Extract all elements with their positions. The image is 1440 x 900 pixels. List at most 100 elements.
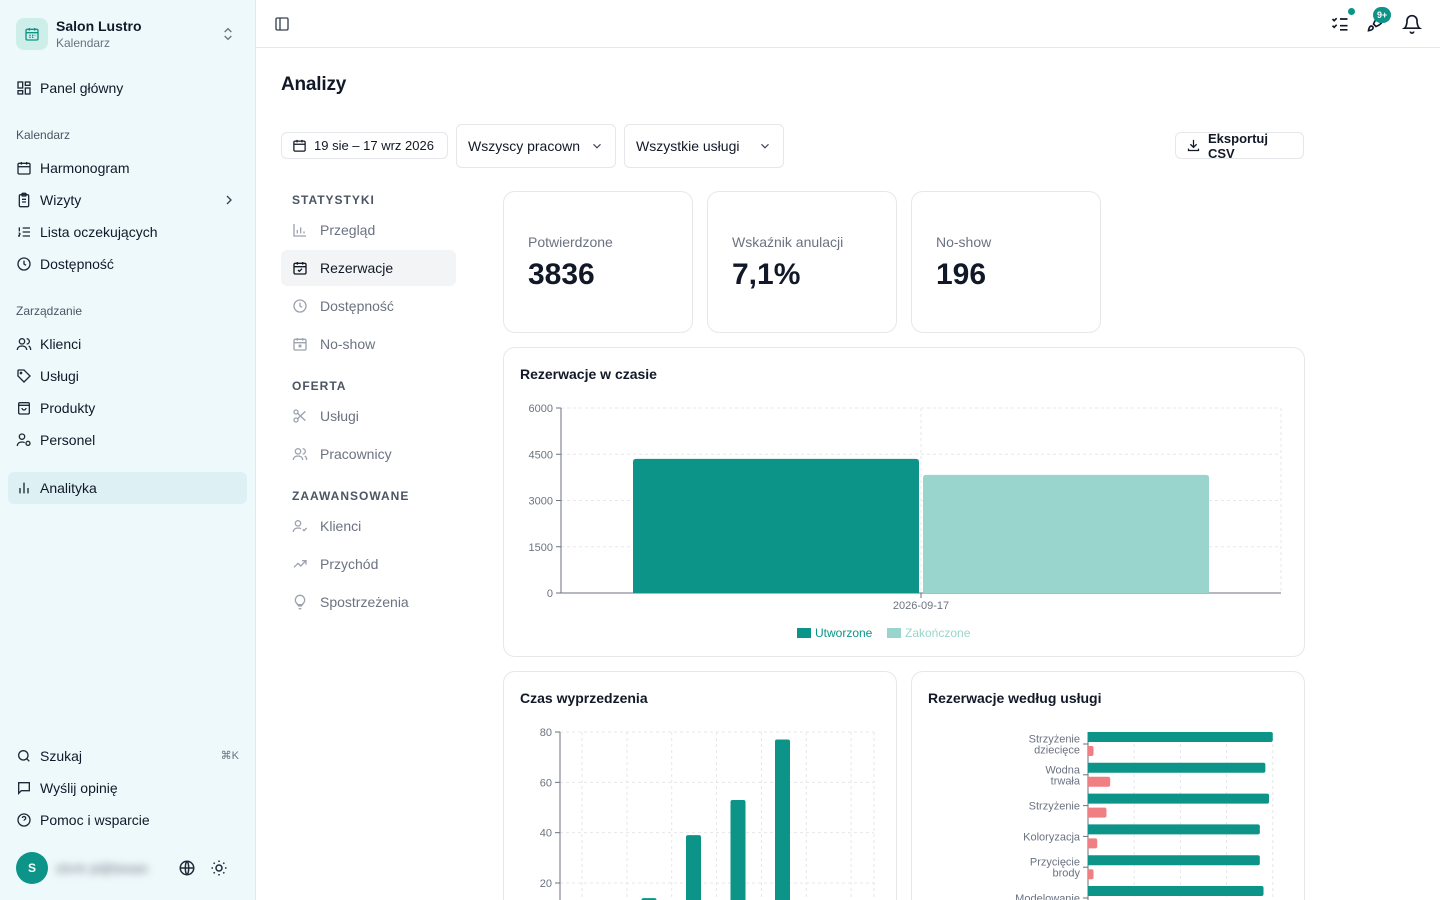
y-tick-label: 40 xyxy=(540,828,552,840)
subnav-item-label: No-show xyxy=(320,336,376,352)
bar-primary xyxy=(1088,793,1270,804)
y-tick-label: 1500 xyxy=(529,542,553,554)
y-tick-label: Przycięcie xyxy=(1030,857,1080,869)
chevron-down-icon xyxy=(593,143,601,149)
nav-group-management: Zarządzanie xyxy=(16,304,83,318)
y-tick-label: brody xyxy=(1052,868,1080,880)
subnav-group-stats: STATYSTYKI xyxy=(292,193,375,207)
sidebar-item-staff[interactable]: Personel xyxy=(8,424,247,456)
legend-swatch xyxy=(797,628,811,638)
subnav-group-offer: OFERTA xyxy=(292,379,347,393)
stat-label: Wskaźnik anulacji xyxy=(732,234,844,250)
sidebar-item-feedback[interactable]: Wyślij opinię xyxy=(8,772,247,804)
subnav-item-bookings[interactable]: Rezerwacje xyxy=(281,250,456,286)
sidebar-item-services[interactable]: Usługi xyxy=(8,360,247,392)
sidebar-item-visits[interactable]: Wizyty xyxy=(8,184,247,216)
employee-select[interactable]: Wszyscy pracown xyxy=(456,124,616,168)
y-tick-label: Koloryzacja xyxy=(1023,831,1081,843)
export-csv-label: Eksportuj CSV xyxy=(1208,130,1268,161)
chevrons-up-down-icon xyxy=(224,27,232,41)
scissors-icon xyxy=(292,408,308,424)
subnav-item-noshow[interactable]: No-show xyxy=(281,326,456,362)
subnav-item-insights[interactable]: Spostrzeżenia xyxy=(281,584,456,620)
org-switcher[interactable]: Salon Lustro Kalendarz xyxy=(16,14,246,54)
sidebar-item-label: Usługi xyxy=(40,368,79,384)
sidebar-item-availability[interactable]: Dostępność xyxy=(8,248,247,280)
sidebar-item-label: Pomoc i wsparcie xyxy=(40,812,150,828)
stat-card-confirmed: Potwierdzone 3836 xyxy=(503,191,693,333)
top-bar: 9+ xyxy=(256,0,1440,48)
calendar-icon xyxy=(292,138,307,153)
y-tick-label: 6000 xyxy=(529,403,553,415)
subnav-item-label: Przychód xyxy=(320,556,379,572)
sidebar-item-waitlist[interactable]: Lista oczekujących xyxy=(8,216,247,248)
sidebar-item-schedule[interactable]: Harmonogram xyxy=(8,152,247,184)
calendar-x-icon xyxy=(292,336,308,352)
layout-dashboard-icon xyxy=(16,80,32,96)
subnav-item-employees[interactable]: Pracownicy xyxy=(281,436,456,472)
avatar: S xyxy=(16,852,48,884)
bar-primary xyxy=(1088,824,1260,835)
sidebar-item-analytics[interactable]: Analityka xyxy=(8,472,247,504)
user-menu[interactable]: S shrrtr pl@tewan xyxy=(16,852,246,884)
sidebar-item-label: Panel główny xyxy=(40,80,124,96)
bell-icon[interactable] xyxy=(1401,14,1423,34)
y-tick-label: Modelowanie xyxy=(1015,893,1080,900)
sidebar-item-search[interactable]: Szukaj ⌘K xyxy=(8,740,247,772)
x-tick-label: 2026-09-17 xyxy=(893,600,949,612)
service-select-value: Wszystkie usługi xyxy=(636,138,740,154)
bar-chart-icon xyxy=(16,480,32,496)
list-checks-icon[interactable] xyxy=(1330,14,1350,34)
stat-value: 3836 xyxy=(528,258,595,291)
stat-value: 196 xyxy=(936,258,987,291)
y-tick-label: Wodna xyxy=(1045,764,1081,776)
stat-label: Potwierdzone xyxy=(528,234,613,250)
bookings-by-service-chart: StrzyżeniedziecięceWodnatrwałaStrzyżenie… xyxy=(1015,732,1274,900)
export-csv-button[interactable]: Eksportuj CSV xyxy=(1175,130,1304,161)
subnav-group-advanced: ZAAWANSOWANE xyxy=(292,489,410,503)
clipboard-list-icon xyxy=(16,192,32,208)
chevron-right-icon xyxy=(226,195,232,205)
subnav-item-services[interactable]: Usługi xyxy=(281,398,456,434)
chevron-down-icon xyxy=(761,143,769,149)
subnav-item-label: Usługi xyxy=(320,408,359,424)
date-range-picker[interactable]: 19 sie – 17 wrz 2026 xyxy=(281,132,448,159)
y-tick-label: 20 xyxy=(540,878,552,890)
calendar-icon xyxy=(16,160,32,176)
user-cog-icon xyxy=(16,432,32,448)
bar-secondary xyxy=(1088,746,1094,756)
calendar-check-icon xyxy=(292,260,308,276)
trending-up-icon xyxy=(292,556,308,572)
bar-primary xyxy=(1088,732,1273,742)
stat-card-cancel-rate: Wskaźnik anulacji 7,1% xyxy=(707,191,897,333)
subnav-item-overview[interactable]: Przegląd xyxy=(281,212,456,248)
panel-left-icon[interactable] xyxy=(274,16,290,32)
y-tick-label: dziecięce xyxy=(1034,745,1080,757)
sidebar-item-label: Dostępność xyxy=(40,256,114,272)
subnav-item-clients[interactable]: Klienci xyxy=(281,508,456,544)
users-icon xyxy=(16,336,32,352)
service-select[interactable]: Wszystkie usługi xyxy=(624,124,784,168)
search-icon xyxy=(16,748,32,764)
sun-icon[interactable] xyxy=(210,859,228,877)
sidebar-item-label: Produkty xyxy=(40,400,96,416)
lightbulb-icon xyxy=(292,594,308,610)
sidebar-item-clients[interactable]: Klienci xyxy=(8,328,247,360)
sidebar-item-label: Personel xyxy=(40,432,96,448)
bar-utworzone xyxy=(633,458,919,593)
sidebar-item-products[interactable]: Produkty xyxy=(8,392,247,424)
bookings-over-time-chart: 0 1500 3000 4500 6000 2026-09-17 Utworzone Zako… xyxy=(529,403,1282,640)
subnav-item-revenue[interactable]: Przychód xyxy=(281,546,456,582)
sidebar-item-dashboard[interactable]: Panel główny xyxy=(8,72,247,104)
user-name: shrrtr pl@tewan xyxy=(56,860,148,876)
sidebar-item-label: Wizyty xyxy=(40,192,82,208)
globe-icon[interactable] xyxy=(178,859,196,877)
y-tick-label: 4500 xyxy=(529,449,553,461)
sidebar-item-help[interactable]: Pomoc i wsparcie xyxy=(8,804,247,836)
clock-icon xyxy=(292,298,308,314)
subnav-item-availability[interactable]: Dostępność xyxy=(281,288,456,324)
subnav-item-label: Pracownicy xyxy=(320,446,392,462)
y-tick-label: 80 xyxy=(540,727,552,739)
message-square-icon xyxy=(16,780,32,796)
tasks-indicator xyxy=(1347,7,1356,16)
